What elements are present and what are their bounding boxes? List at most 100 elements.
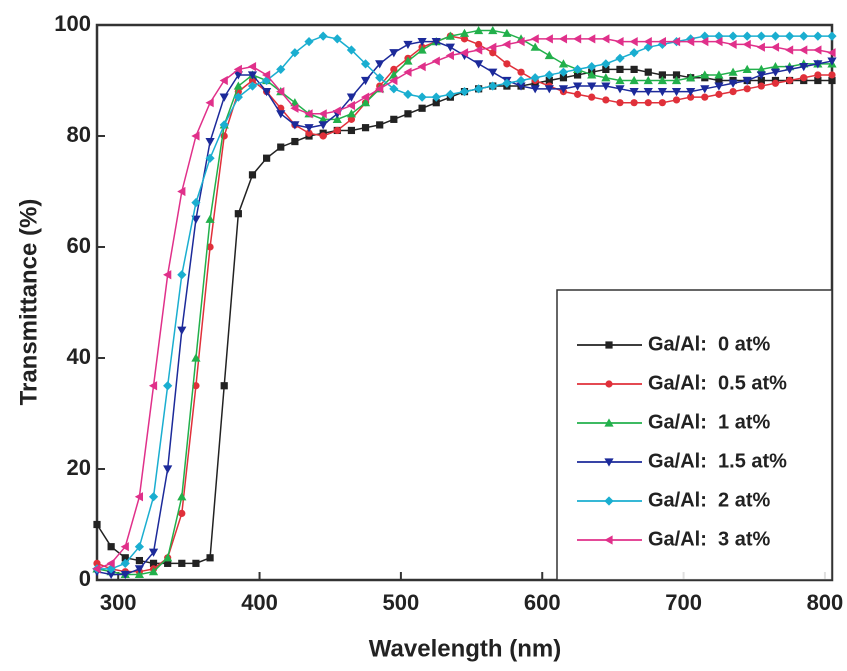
data-point [516,82,526,91]
data-point [276,64,286,74]
data-point [756,64,766,73]
data-point [616,99,624,107]
data-point [800,74,808,82]
data-point [163,270,172,280]
data-point [728,67,738,76]
data-point [516,75,526,86]
data-point [360,92,370,102]
data-point [602,65,610,73]
data-point [134,492,144,502]
data-point [134,542,145,552]
data-point [346,45,357,55]
data-point [588,93,596,101]
data-point [178,509,186,517]
data-point [572,82,583,91]
data-point [277,143,285,151]
data-point [785,76,794,85]
data-point [757,82,765,90]
data-point [488,81,498,91]
data-point [290,103,299,113]
data-point [93,520,101,529]
data-point [304,37,314,47]
legend-marker [604,458,614,467]
data-point [756,71,766,80]
data-point [403,40,413,50]
data-point [318,121,328,130]
data-point [601,59,611,69]
data-point [346,93,357,102]
data-point [177,186,186,197]
data-point [658,71,666,79]
legend-label: Ga/Al: 3 at% [648,528,770,550]
data-point [700,85,710,94]
data-point [474,45,483,55]
legend-box [556,289,833,581]
data-point [120,542,129,552]
data-point [262,70,271,80]
x-tick-label: 300 [100,590,137,615]
data-point [248,171,257,179]
data-point [686,73,696,82]
data-point [742,64,752,73]
data-point [615,37,624,47]
data-point [233,64,242,74]
data-point [770,62,781,71]
data-point [360,76,371,86]
data-point [346,109,357,118]
data-point [488,25,498,35]
data-point [587,70,597,79]
data-point [671,37,681,47]
data-point [729,88,737,96]
data-point [602,96,610,104]
data-point [615,53,625,63]
data-point [770,42,780,52]
data-point [630,65,638,73]
data-point [205,137,215,147]
data-point [262,75,272,86]
data-point [233,92,243,102]
data-point [106,570,116,580]
data-point [701,93,709,101]
data-point [276,87,285,97]
y-tick-label: 40 [67,344,91,369]
data-point [220,382,228,390]
data-point [178,559,186,567]
data-point [445,50,454,61]
data-point [714,82,724,91]
data-point [517,68,525,76]
data-point [192,382,200,390]
data-point [502,28,512,37]
data-point [686,88,696,97]
data-point [403,56,413,65]
data-point [177,492,187,501]
data-point [715,90,723,98]
data-point [657,75,667,85]
data-point [417,45,427,54]
data-point [304,124,314,133]
x-axis-title: Wavelength (nm) [369,635,561,662]
data-point [572,34,582,44]
data-point [205,153,215,163]
data-point [601,34,610,44]
data-point [799,63,809,72]
data-point [276,110,286,119]
data-point [700,37,709,47]
data-point [530,42,540,51]
data-point [304,109,313,119]
legend-label: Ga/Al: 0 at% [648,333,770,355]
data-point [658,99,666,107]
data-point [488,42,497,52]
data-point [813,31,823,41]
data-point [559,74,568,82]
data-point [799,31,809,41]
data-point [629,37,638,47]
data-point [827,48,836,58]
data-point [290,48,300,58]
data-point [544,85,554,94]
legend-marker [604,535,613,545]
data-point [814,76,822,85]
data-point [459,48,469,58]
data-point [247,81,258,91]
data-point [828,71,836,79]
